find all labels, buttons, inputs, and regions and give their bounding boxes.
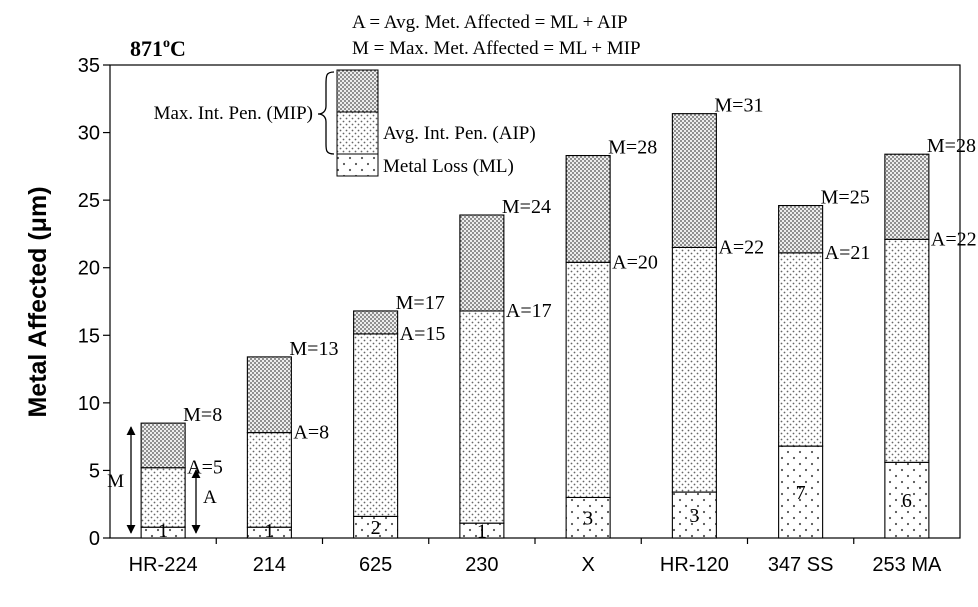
ml-value-label: 1 xyxy=(158,520,168,542)
ml-value-label: 2 xyxy=(371,517,381,539)
y-tick-label: 25 xyxy=(78,190,100,212)
bar-segment-ml xyxy=(778,445,824,539)
legend-label-ml: Metal Loss (ML) xyxy=(383,156,514,177)
y-tick-label: 15 xyxy=(78,325,100,347)
bar-segment-mip xyxy=(565,154,611,263)
x-tick-label: HR-120 xyxy=(660,554,729,576)
a-value-label: A=15 xyxy=(400,323,446,345)
a-value-label: A=21 xyxy=(825,242,871,264)
x-tick-label: 230 xyxy=(465,554,498,576)
x-tick-label: 214 xyxy=(253,554,286,576)
legend-label-mip: Max. Int. Pen. (MIP) xyxy=(154,103,313,124)
y-axis-label: Metal Affected (μm) xyxy=(24,186,52,417)
a-value-label: A=22 xyxy=(931,228,977,250)
bar-segment-mip xyxy=(353,310,399,335)
bar-segment-mip xyxy=(884,153,930,240)
bar-segment-ml xyxy=(565,496,611,539)
ml-value-label: 6 xyxy=(902,490,912,512)
m-value-label: M=17 xyxy=(396,292,445,314)
x-tick-label: X xyxy=(581,554,594,576)
bar-segment-aip xyxy=(246,432,292,528)
y-tick-label: 35 xyxy=(78,55,100,77)
legend-swatch-ml xyxy=(336,153,379,177)
m-value-label: M=25 xyxy=(821,187,870,209)
m-value-label: M=13 xyxy=(289,338,338,360)
bar-segment-aip xyxy=(671,246,717,493)
bar-segment-mip xyxy=(140,422,186,469)
m-value-label: M=24 xyxy=(502,196,551,218)
bar-segment-aip xyxy=(884,238,930,463)
x-tick-label: HR-224 xyxy=(129,554,198,576)
bar-segment-aip xyxy=(140,467,186,528)
a-value-label: A=17 xyxy=(506,300,552,322)
x-tick-label: 625 xyxy=(359,554,392,576)
bar-segment-ml xyxy=(671,491,717,539)
m-value-label: M=8 xyxy=(183,404,222,426)
bar-segment-aip xyxy=(353,333,399,517)
definition-a: A = Avg. Met. Affected = ML + AIP xyxy=(352,12,628,33)
definition-m: M = Max. Met. Affected = ML + MIP xyxy=(352,38,641,59)
ml-value-label: 3 xyxy=(689,505,699,527)
m-value-label: M=28 xyxy=(927,135,976,157)
m-value-label: M=28 xyxy=(608,137,657,159)
m-value-label: M=31 xyxy=(714,95,763,117)
a-value-label: A=5 xyxy=(187,457,223,479)
bar-segment-mip xyxy=(459,214,505,312)
a-arrow-label: A xyxy=(203,487,217,508)
bar-segment-mip xyxy=(671,113,717,248)
bar-segment-aip xyxy=(565,261,611,499)
chart-title: 871oC xyxy=(130,36,186,61)
y-axis: 0 5 10 15 20 25 30 35 xyxy=(78,55,110,550)
bar-segment-mip xyxy=(246,356,292,434)
y-tick-label: 20 xyxy=(78,258,100,280)
ml-value-label: 3 xyxy=(583,508,593,530)
ml-value-label: 1 xyxy=(264,520,274,542)
ml-value-label: 1 xyxy=(477,521,487,543)
x-axis: HR-224 214 625 230 X HR-120 347 SS 253 MA xyxy=(129,538,942,576)
legend: Max. Int. Pen. (MIP) Avg. Int. Pen. (AIP… xyxy=(154,69,536,177)
x-tick-label: 347 SS xyxy=(768,554,834,576)
bar-segment-aip xyxy=(459,310,505,524)
extent-arrows: M A xyxy=(107,426,217,534)
bar-labels-group: 1 A=5 M=8 1 A=8 M=13 2 A=15 M=17 1 A=17 M=24 3 A=20 M=… xyxy=(158,95,976,543)
bar-segment-aip xyxy=(778,252,824,447)
legend-label-aip: Avg. Int. Pen. (AIP) xyxy=(383,123,536,144)
legend-swatch-mip xyxy=(336,69,379,113)
y-tick-label: 0 xyxy=(89,528,100,550)
ml-value-label: 7 xyxy=(796,482,806,504)
a-value-label: A=22 xyxy=(718,236,764,258)
a-value-label: A=8 xyxy=(293,422,329,444)
y-tick-label: 10 xyxy=(78,393,100,415)
bar-segment-mip xyxy=(778,204,824,254)
legend-brace xyxy=(317,71,335,155)
x-tick-label: 253 MA xyxy=(872,554,942,576)
legend-swatch-aip xyxy=(336,111,379,155)
bar-segment-ml xyxy=(884,461,930,539)
y-tick-label: 30 xyxy=(78,123,100,145)
bars-group xyxy=(140,113,930,539)
a-value-label: A=20 xyxy=(612,251,658,273)
y-tick-label: 5 xyxy=(89,460,100,482)
m-arrow-label: M xyxy=(107,471,124,492)
